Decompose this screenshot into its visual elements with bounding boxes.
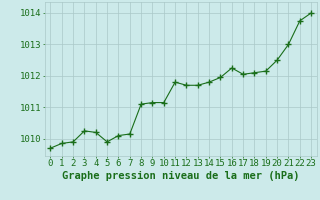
X-axis label: Graphe pression niveau de la mer (hPa): Graphe pression niveau de la mer (hPa) [62, 171, 300, 181]
